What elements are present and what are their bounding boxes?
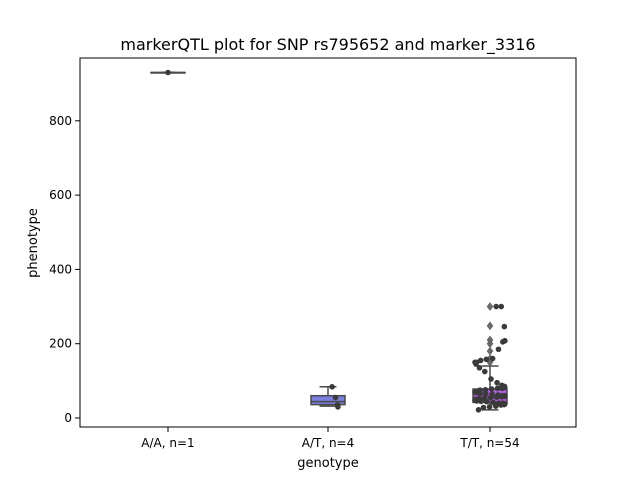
data-point — [493, 303, 499, 310]
y-tick-label: 800 — [49, 114, 72, 128]
data-point — [477, 390, 484, 397]
y-tick-label: 0 — [64, 411, 72, 425]
data-point — [475, 407, 482, 413]
chart-title: markerQTL plot for SNP rs795652 and mark… — [120, 35, 535, 55]
data-point — [494, 385, 501, 392]
data-point — [500, 339, 506, 345]
data-point — [486, 404, 493, 410]
data-point — [487, 394, 494, 401]
data-point — [480, 404, 487, 411]
y-tick-label: 400 — [49, 262, 72, 276]
data-point — [474, 398, 480, 404]
box-group — [310, 386, 346, 407]
data-point — [483, 356, 490, 363]
x-tick-label: A/A, n=1 — [141, 436, 194, 450]
outlier-point — [486, 335, 494, 345]
data-point — [501, 323, 508, 330]
data-point — [478, 398, 484, 405]
axes: 0 200 400 600 800 A/A, n=1 A/T, n=4 T/T, n=54 — [49, 114, 520, 450]
x-tick-label: A/T, n=4 — [302, 436, 355, 450]
data-point — [489, 355, 496, 362]
data-point — [332, 394, 339, 401]
outlier-point — [486, 302, 494, 311]
data-point — [335, 404, 341, 410]
outlier-point — [486, 346, 494, 356]
data-point — [498, 402, 504, 408]
data-point — [481, 368, 488, 375]
data-point — [492, 403, 499, 409]
outlier-point — [486, 321, 494, 331]
data-point — [495, 346, 502, 353]
data-point — [493, 394, 500, 400]
y-tick-label: 200 — [49, 337, 72, 351]
data-point — [498, 394, 505, 400]
data-point — [473, 361, 479, 367]
data-point — [499, 385, 506, 392]
data-point — [498, 303, 505, 310]
plot-area — [150, 69, 508, 413]
data-point — [476, 365, 483, 371]
data-point — [488, 376, 494, 382]
x-axis-label: genotype — [297, 456, 358, 471]
data-point — [488, 386, 495, 392]
y-tick-label: 600 — [49, 188, 72, 202]
x-tick-label: T/T, n=54 — [459, 436, 519, 450]
plot-frame — [79, 57, 577, 428]
data-point — [165, 69, 171, 76]
data-point — [482, 386, 489, 393]
y-axis-label: phenotype — [26, 208, 41, 278]
box — [310, 394, 346, 406]
data-point — [494, 379, 500, 386]
data-point — [329, 383, 335, 390]
data-point — [483, 398, 490, 405]
